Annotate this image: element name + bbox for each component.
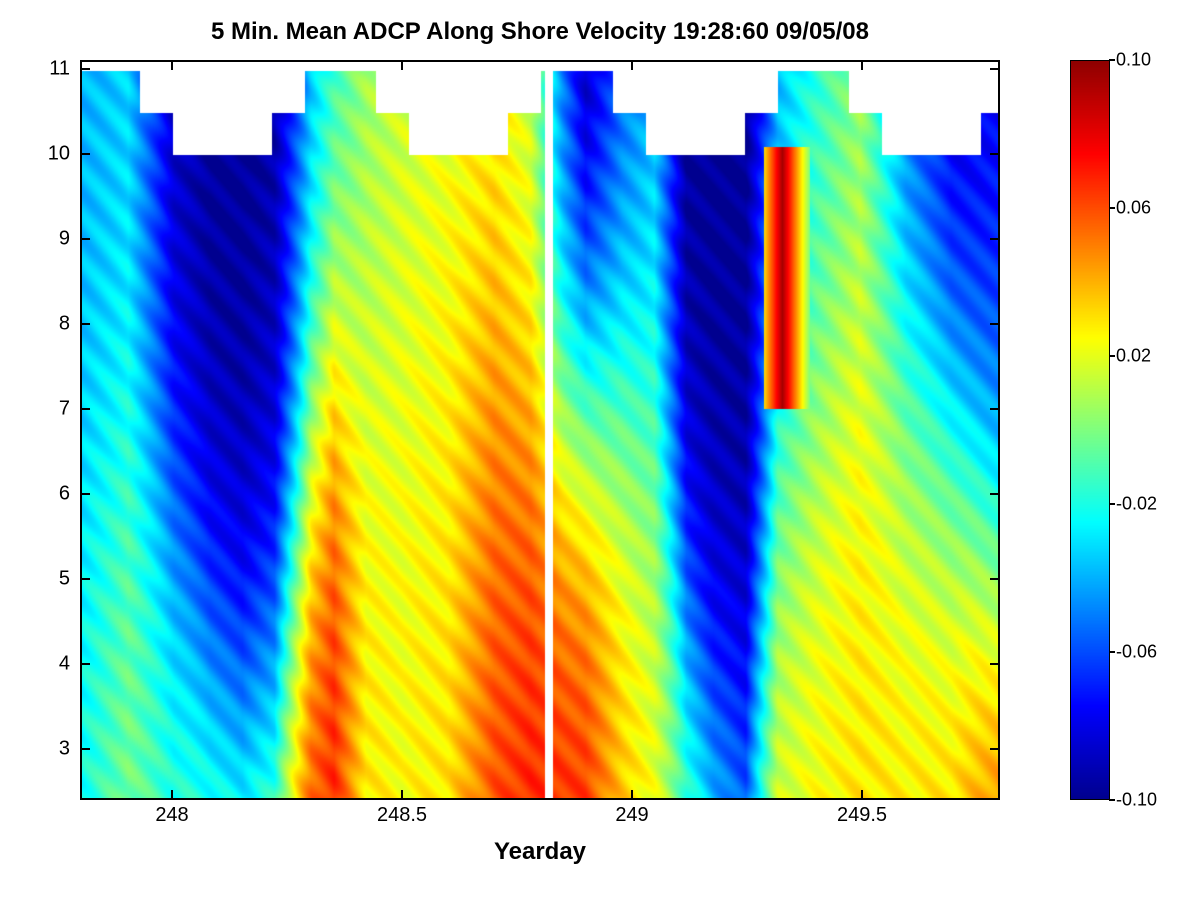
colorbar-tick-mark bbox=[1109, 651, 1115, 653]
y-tick-mark bbox=[82, 493, 90, 495]
y-tick-mark bbox=[990, 323, 998, 325]
colorbar-tick-label: 0.10 bbox=[1116, 50, 1151, 71]
y-tick-mark bbox=[990, 68, 998, 70]
y-tick-label: 8 bbox=[0, 312, 70, 335]
x-tick-mark bbox=[861, 790, 863, 798]
colorbar-tick-mark bbox=[1109, 799, 1115, 801]
y-tick-mark bbox=[82, 578, 90, 580]
y-tick-mark bbox=[990, 238, 998, 240]
colorbar-tick-label: 0.06 bbox=[1116, 198, 1151, 219]
y-tick-mark bbox=[82, 408, 90, 410]
colorbar-tick-mark bbox=[1109, 355, 1115, 357]
y-tick-label: 9 bbox=[0, 227, 70, 250]
colorbar-tick-mark bbox=[1109, 207, 1115, 209]
x-tick-mark bbox=[171, 790, 173, 798]
y-tick-mark bbox=[82, 238, 90, 240]
x-tick-mark bbox=[631, 790, 633, 798]
y-tick-mark bbox=[82, 748, 90, 750]
x-tick-label: 248 bbox=[155, 804, 188, 827]
y-tick-label: 3 bbox=[0, 737, 70, 760]
colorbar-tick-label: -0.06 bbox=[1116, 642, 1157, 663]
colorbar-tick-label: -0.02 bbox=[1116, 494, 1157, 515]
colorbar-tick-label: 0.02 bbox=[1116, 346, 1151, 367]
y-tick-mark bbox=[82, 68, 90, 70]
y-tick-label: 7 bbox=[0, 397, 70, 420]
colorbar-tick-mark bbox=[1109, 59, 1115, 61]
y-tick-label: 5 bbox=[0, 567, 70, 590]
x-tick-label: 248.5 bbox=[377, 804, 427, 827]
x-tick-mark bbox=[861, 62, 863, 70]
velocity-heatmap bbox=[82, 62, 998, 798]
figure: 5 Min. Mean ADCP Along Shore Velocity 19… bbox=[0, 0, 1200, 901]
x-tick-mark bbox=[401, 790, 403, 798]
colorbar bbox=[1070, 60, 1110, 800]
y-tick-mark bbox=[82, 663, 90, 665]
y-tick-label: 11 bbox=[0, 57, 70, 80]
y-tick-mark bbox=[990, 493, 998, 495]
y-tick-mark bbox=[990, 578, 998, 580]
x-tick-mark bbox=[401, 62, 403, 70]
chart-title: 5 Min. Mean ADCP Along Shore Velocity 19… bbox=[80, 18, 1000, 46]
colorbar-tick-label: -0.10 bbox=[1116, 790, 1157, 811]
y-tick-mark bbox=[82, 323, 90, 325]
y-tick-label: 6 bbox=[0, 482, 70, 505]
y-tick-mark bbox=[990, 408, 998, 410]
colorbar-canvas bbox=[1071, 61, 1109, 799]
x-tick-mark bbox=[631, 62, 633, 70]
x-axis-label: Yearday bbox=[80, 838, 1000, 866]
y-tick-mark bbox=[990, 748, 998, 750]
y-tick-mark bbox=[990, 153, 998, 155]
y-tick-mark bbox=[990, 663, 998, 665]
x-tick-mark bbox=[171, 62, 173, 70]
y-tick-label: 10 bbox=[0, 142, 70, 165]
x-tick-label: 249.5 bbox=[837, 804, 887, 827]
y-tick-label: 4 bbox=[0, 652, 70, 675]
plot-area bbox=[80, 60, 1000, 800]
colorbar-tick-mark bbox=[1109, 503, 1115, 505]
y-tick-mark bbox=[82, 153, 90, 155]
x-tick-label: 249 bbox=[615, 804, 648, 827]
